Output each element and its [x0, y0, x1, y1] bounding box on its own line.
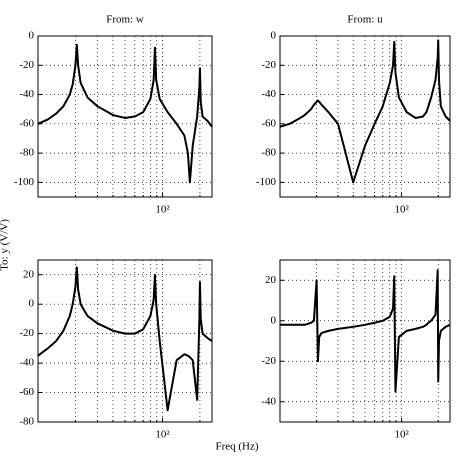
y-tick-label: -80	[19, 147, 34, 159]
y-tick-label: 0	[29, 30, 35, 42]
axes-frame	[279, 259, 451, 423]
y-tick-label: -40	[261, 88, 276, 100]
y-tick-label: 20	[23, 268, 35, 280]
y-tick-label: -60	[19, 117, 34, 129]
data-line	[37, 266, 213, 412]
subplot-title: From: w	[106, 14, 144, 26]
x-tick-label: 10²	[394, 429, 409, 441]
y-tick-label: -20	[261, 355, 276, 367]
y-tick-label: -20	[19, 327, 34, 339]
y-tick-label: 0	[271, 314, 277, 326]
y-axis-label: To: y (V/V)	[0, 219, 11, 271]
y-tick-label: 20	[265, 274, 277, 286]
x-tick-label: 10²	[155, 429, 170, 441]
y-tick-label: -60	[261, 117, 276, 129]
axes-frame	[37, 259, 213, 423]
axes-frame	[279, 35, 451, 198]
y-tick-label: -20	[261, 59, 276, 71]
y-tick-label: -80	[19, 416, 34, 428]
y-tick-label: 0	[29, 298, 35, 310]
y-tick-label: -40	[19, 88, 34, 100]
axes-frame	[37, 35, 213, 198]
x-tick-label: 10²	[394, 204, 409, 216]
y-tick-label: -100	[14, 176, 35, 188]
y-tick-label: -20	[19, 59, 34, 71]
y-tick-label: -60	[19, 386, 34, 398]
x-tick-label: 10²	[155, 204, 170, 216]
y-tick-label: -40	[19, 357, 34, 369]
subplot-title: From: u	[347, 14, 383, 26]
y-tick-label: -40	[261, 395, 276, 407]
data-line	[279, 39, 451, 184]
y-tick-label: -100	[256, 176, 277, 188]
data-line	[280, 269, 451, 393]
y-tick-label: 0	[271, 30, 277, 42]
data-line	[37, 43, 213, 184]
y-tick-label: -80	[261, 147, 276, 159]
x-axis-label: Freq (Hz)	[215, 441, 258, 453]
